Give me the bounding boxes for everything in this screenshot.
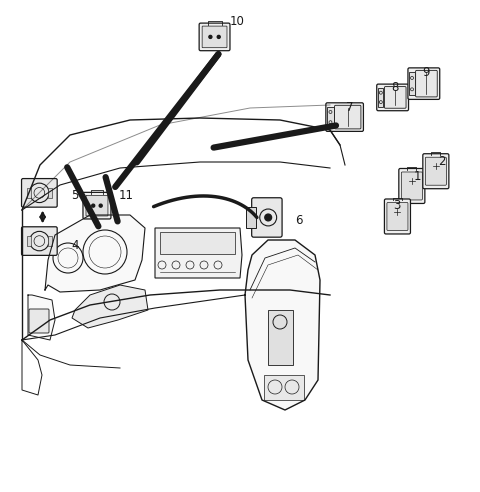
Bar <box>26 188 31 198</box>
Bar <box>378 88 384 107</box>
Polygon shape <box>28 295 55 340</box>
FancyBboxPatch shape <box>22 179 57 207</box>
Polygon shape <box>245 240 320 410</box>
FancyBboxPatch shape <box>384 199 410 234</box>
Circle shape <box>209 35 212 38</box>
Bar <box>48 236 52 246</box>
Text: 4: 4 <box>71 239 79 251</box>
Text: 10: 10 <box>229 15 244 28</box>
Bar <box>246 207 256 228</box>
Text: 3: 3 <box>394 199 401 212</box>
Bar <box>327 107 334 127</box>
FancyBboxPatch shape <box>408 68 440 99</box>
Text: 11: 11 <box>119 189 134 202</box>
Text: 9: 9 <box>422 66 430 79</box>
Bar <box>409 72 415 95</box>
Text: 6: 6 <box>295 214 303 227</box>
Polygon shape <box>155 228 242 278</box>
FancyBboxPatch shape <box>86 195 108 216</box>
FancyBboxPatch shape <box>401 172 422 200</box>
FancyBboxPatch shape <box>83 192 111 219</box>
FancyBboxPatch shape <box>377 84 408 111</box>
Bar <box>264 375 304 400</box>
Circle shape <box>217 35 220 38</box>
FancyBboxPatch shape <box>423 154 449 189</box>
Text: 7: 7 <box>346 101 353 114</box>
Bar <box>160 232 235 254</box>
FancyBboxPatch shape <box>399 168 425 204</box>
FancyBboxPatch shape <box>252 198 282 237</box>
Text: 2: 2 <box>438 155 445 168</box>
Circle shape <box>92 204 95 207</box>
FancyBboxPatch shape <box>326 103 363 131</box>
Polygon shape <box>45 215 145 292</box>
FancyBboxPatch shape <box>335 105 361 129</box>
FancyBboxPatch shape <box>22 227 57 255</box>
Polygon shape <box>72 285 148 328</box>
Bar <box>268 310 293 365</box>
Circle shape <box>265 214 272 221</box>
FancyBboxPatch shape <box>202 26 227 48</box>
Circle shape <box>99 204 102 207</box>
Text: 8: 8 <box>391 81 398 94</box>
FancyBboxPatch shape <box>199 23 230 51</box>
FancyBboxPatch shape <box>416 70 437 97</box>
FancyBboxPatch shape <box>387 203 408 230</box>
Text: 5: 5 <box>71 189 78 202</box>
FancyBboxPatch shape <box>384 87 406 108</box>
Bar <box>48 188 52 198</box>
FancyBboxPatch shape <box>425 157 446 185</box>
Text: 1: 1 <box>414 170 421 183</box>
FancyBboxPatch shape <box>29 309 49 333</box>
Bar <box>26 236 31 246</box>
